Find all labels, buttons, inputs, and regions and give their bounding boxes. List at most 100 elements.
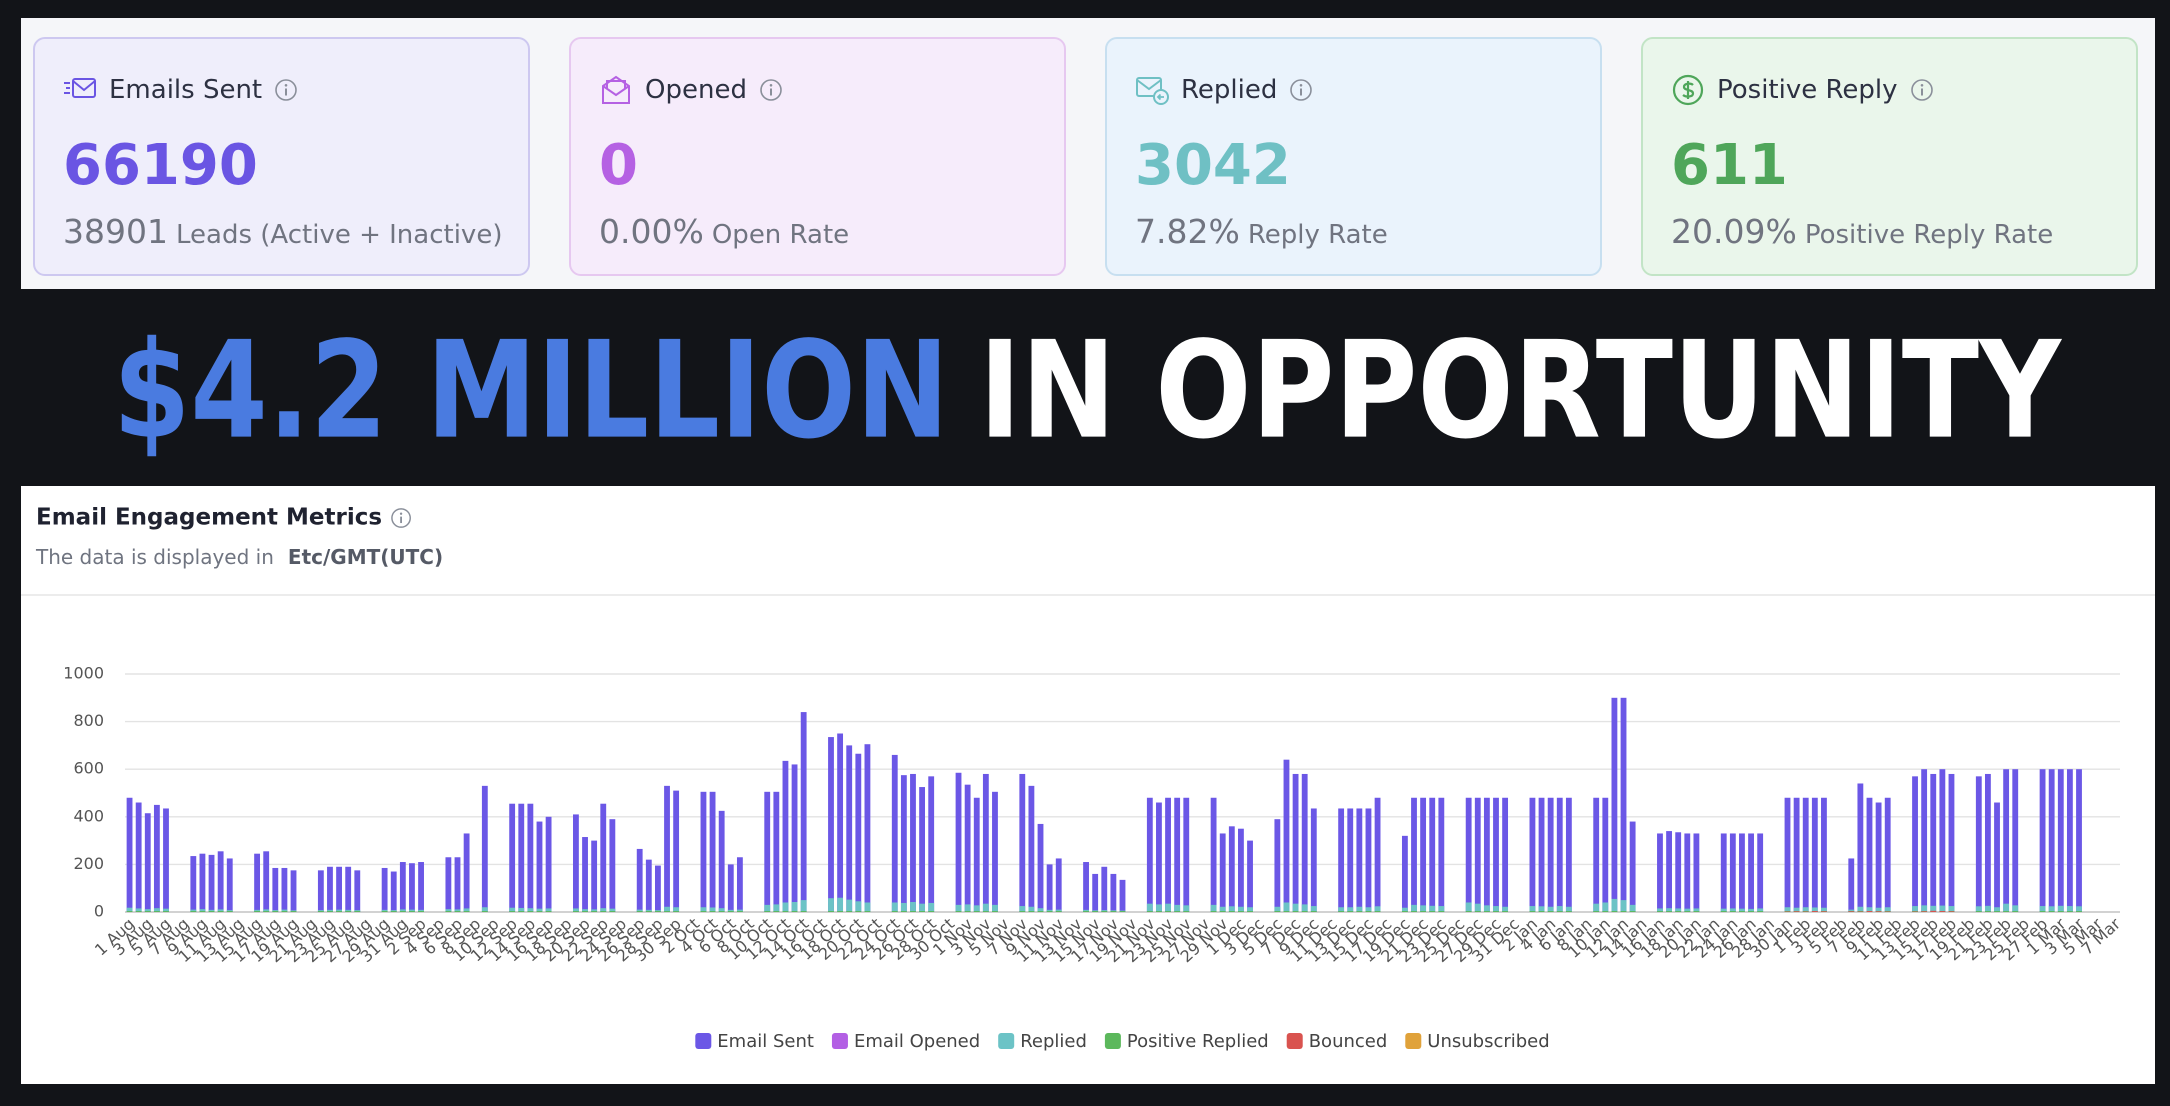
bar bbox=[1930, 905, 1937, 912]
bar bbox=[664, 911, 670, 912]
bar bbox=[1338, 907, 1345, 912]
bar bbox=[609, 911, 616, 912]
bar bbox=[208, 854, 215, 912]
bar bbox=[1848, 858, 1855, 912]
bar bbox=[1347, 911, 1354, 912]
bar bbox=[609, 819, 616, 912]
bar bbox=[345, 909, 352, 912]
bar bbox=[190, 911, 197, 912]
bar bbox=[1611, 697, 1618, 912]
bar bbox=[317, 911, 324, 912]
bar bbox=[773, 911, 780, 912]
bar bbox=[891, 754, 898, 912]
bar bbox=[828, 911, 834, 912]
bar bbox=[390, 871, 397, 912]
bar bbox=[1238, 828, 1244, 912]
bar bbox=[199, 909, 206, 912]
bar bbox=[1274, 819, 1281, 912]
bar bbox=[573, 814, 579, 912]
bar bbox=[1092, 911, 1099, 912]
bar bbox=[782, 902, 789, 912]
bar bbox=[1401, 907, 1408, 912]
bar bbox=[1547, 911, 1554, 912]
bar bbox=[1939, 911, 1946, 912]
bar bbox=[791, 911, 798, 912]
bar bbox=[964, 904, 971, 912]
bar bbox=[928, 776, 935, 912]
stat-card: Opened 0 0.00% Open Rate bbox=[569, 37, 1066, 276]
bar bbox=[1629, 904, 1636, 912]
chart-subtitle: The data is displayed in Etc/GMT(UTC) bbox=[35, 545, 443, 569]
bar bbox=[864, 902, 871, 912]
bar bbox=[1975, 911, 1982, 912]
bar bbox=[1921, 905, 1928, 912]
bar bbox=[2039, 769, 2046, 912]
bar bbox=[199, 853, 206, 912]
bar bbox=[1156, 802, 1162, 912]
bar bbox=[153, 804, 160, 912]
bar bbox=[800, 911, 807, 912]
bar bbox=[1420, 797, 1427, 912]
bar bbox=[645, 909, 652, 912]
bar bbox=[327, 866, 333, 912]
bar bbox=[855, 901, 862, 912]
bar bbox=[1666, 831, 1672, 912]
bar bbox=[1848, 911, 1855, 912]
bar bbox=[463, 833, 470, 912]
legend: Email Sent Email Opened Replied Positive Re… bbox=[695, 1031, 1550, 1052]
bar bbox=[2076, 769, 2082, 912]
bar bbox=[1502, 797, 1509, 912]
bar bbox=[518, 803, 525, 912]
bar bbox=[1411, 797, 1417, 912]
bar bbox=[1821, 907, 1827, 912]
bar bbox=[1975, 776, 1982, 912]
bar bbox=[673, 790, 680, 912]
bar bbox=[1219, 833, 1226, 912]
bar bbox=[955, 904, 962, 912]
icon-open-envelope bbox=[602, 75, 630, 104]
bar bbox=[1502, 911, 1509, 912]
bar bbox=[1748, 833, 1754, 912]
bar bbox=[1347, 907, 1354, 912]
bar bbox=[2076, 906, 2082, 912]
bar bbox=[1620, 697, 1627, 912]
card-stat-label: Leads (Active + Inactive) bbox=[175, 220, 503, 250]
title-info bbox=[391, 508, 411, 528]
bar bbox=[281, 867, 288, 912]
bar bbox=[1101, 866, 1108, 912]
bar bbox=[1356, 808, 1363, 912]
bar bbox=[144, 911, 151, 912]
bar bbox=[1984, 773, 1991, 912]
card-header: Emails Sent bbox=[63, 71, 298, 109]
bar bbox=[1493, 906, 1499, 912]
bar bbox=[1156, 904, 1162, 912]
bar bbox=[636, 848, 643, 912]
info-ring bbox=[1910, 79, 1933, 101]
bar bbox=[390, 911, 397, 912]
bar bbox=[1493, 797, 1499, 912]
bar bbox=[445, 857, 452, 912]
chart-title: Email Engagement Metrics bbox=[36, 505, 382, 531]
bar bbox=[673, 911, 680, 912]
bar bbox=[636, 909, 643, 912]
bar bbox=[1055, 911, 1062, 912]
bar bbox=[1028, 906, 1035, 912]
bar bbox=[135, 802, 142, 912]
bar bbox=[1675, 908, 1682, 912]
bar bbox=[1365, 808, 1372, 912]
icon-envelope bbox=[1136, 77, 1162, 97]
bar bbox=[1228, 911, 1235, 912]
bar bbox=[126, 907, 133, 912]
bar bbox=[381, 867, 388, 912]
bar bbox=[1310, 808, 1317, 912]
bar bbox=[1739, 911, 1745, 912]
bar bbox=[1338, 808, 1345, 912]
bar bbox=[1046, 909, 1053, 912]
legend-swatch bbox=[1104, 1033, 1121, 1049]
bar bbox=[2066, 906, 2073, 912]
bar bbox=[1875, 911, 1882, 912]
card-icon bbox=[1136, 77, 1169, 105]
bar bbox=[718, 810, 725, 912]
bar bbox=[1565, 906, 1572, 912]
